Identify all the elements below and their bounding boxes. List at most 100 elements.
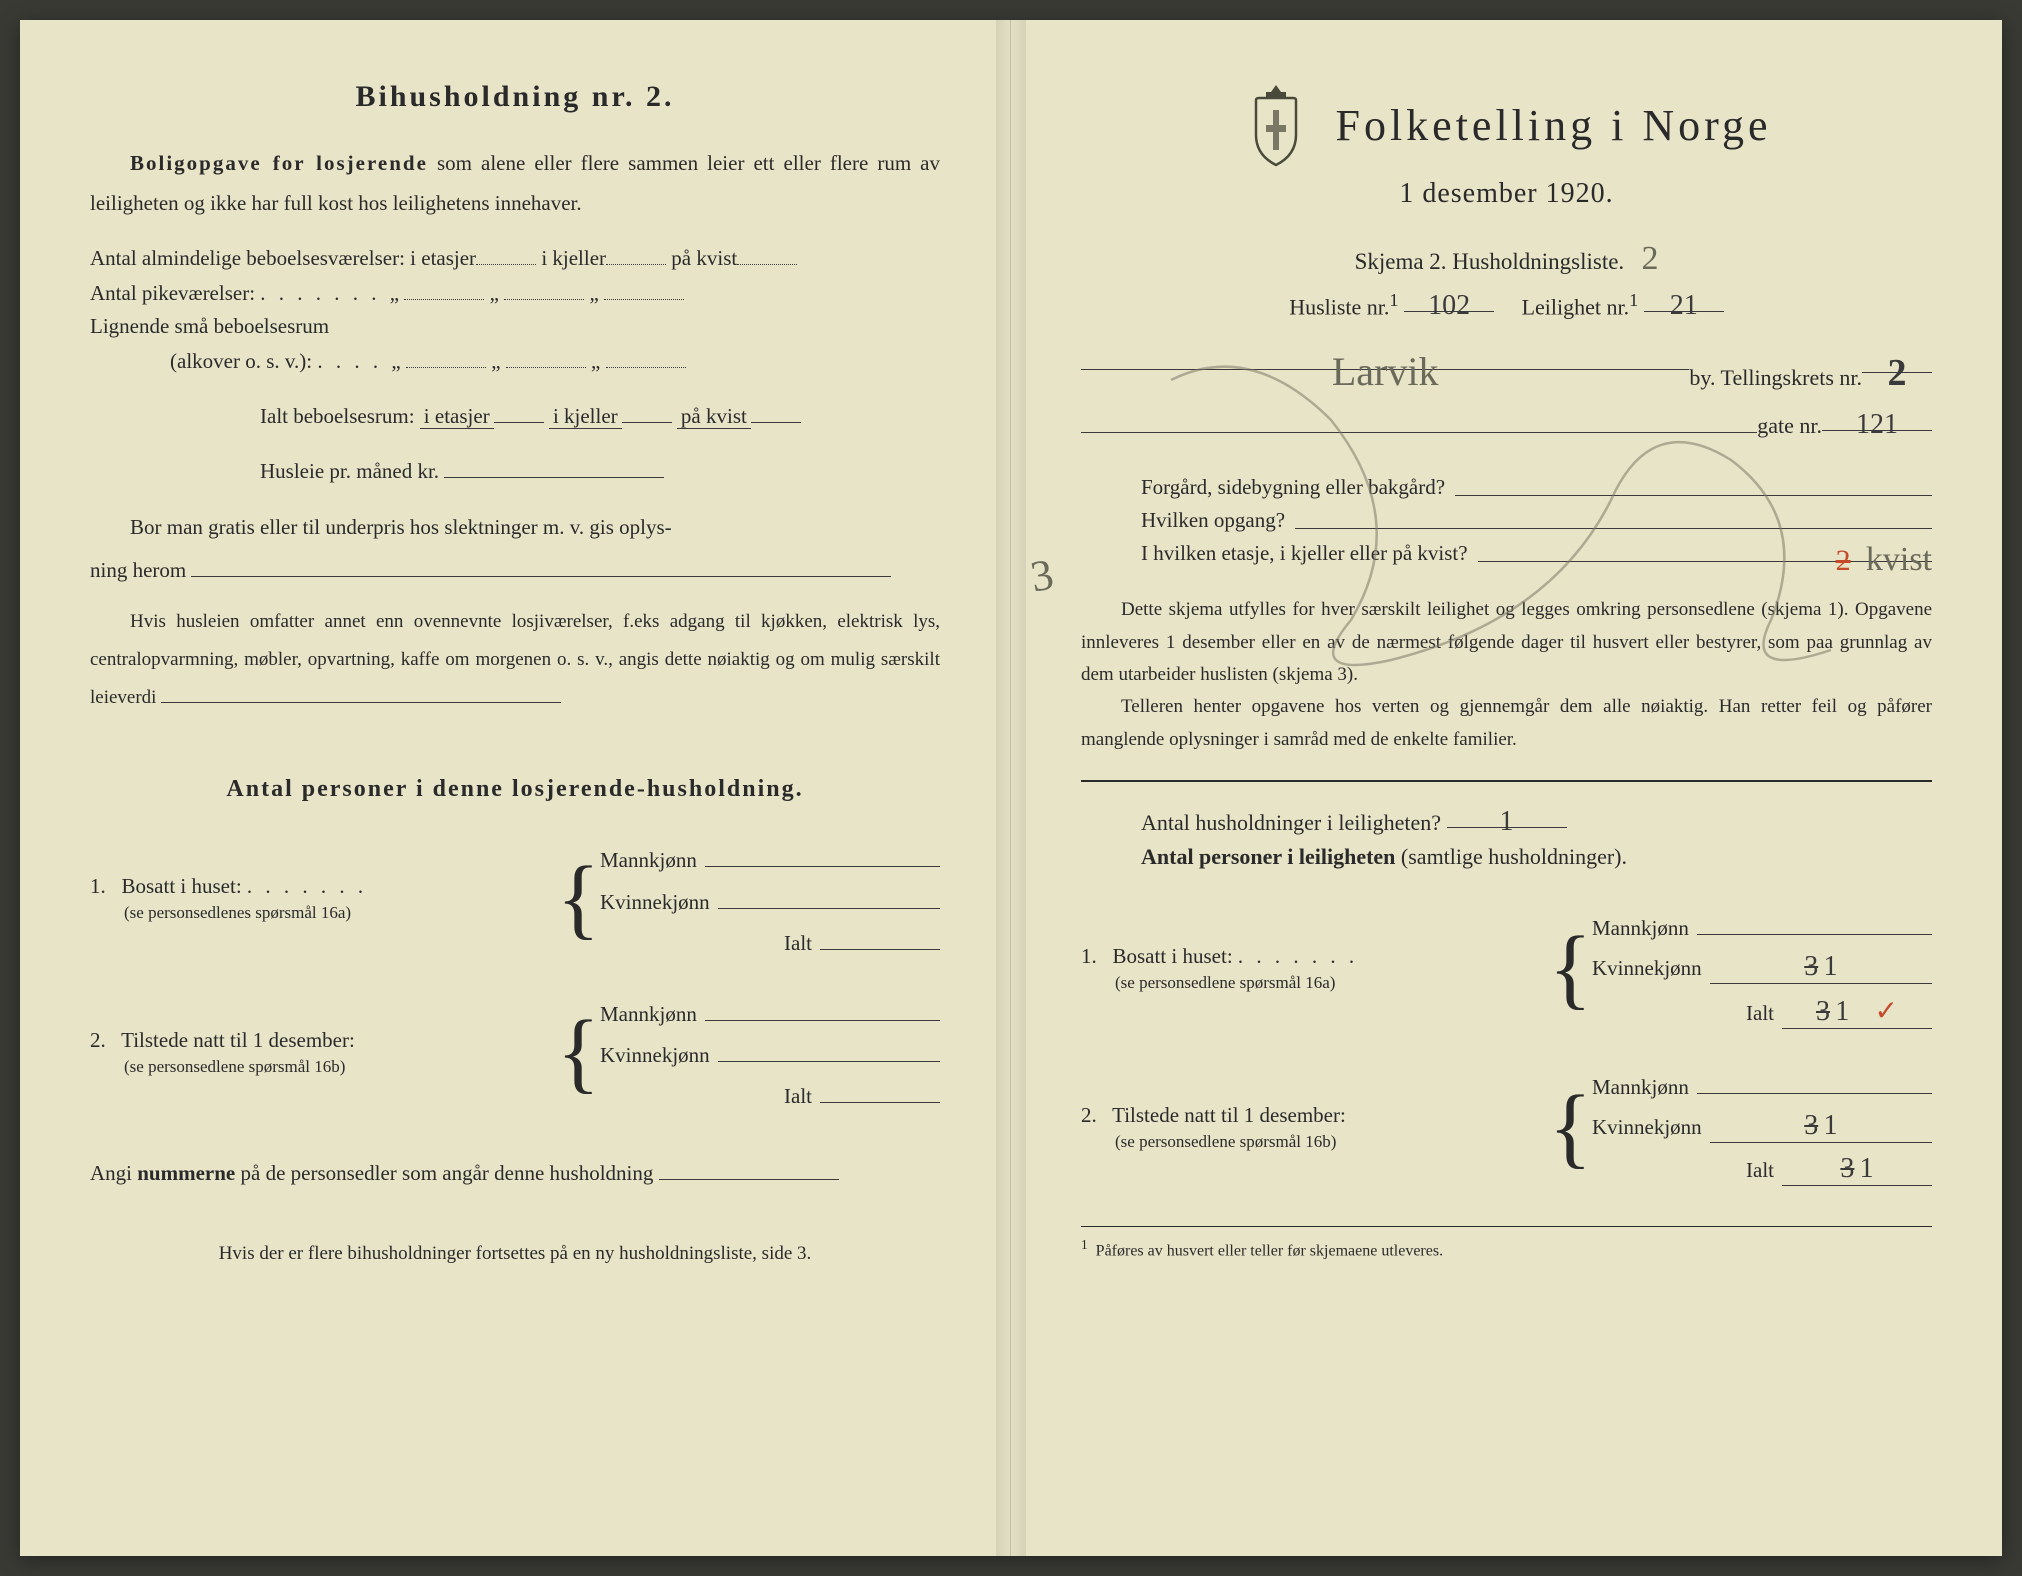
husliste-val: 102 (1404, 290, 1494, 312)
antal-hush-hw: 1 (1500, 806, 1514, 837)
l3-q3: „ (591, 349, 600, 373)
divider-rule (1081, 780, 1932, 782)
q2-row: Hvilken opgang? (1081, 508, 1932, 533)
by-line: Larvik by. Tellingskrets nr. 2 (1081, 348, 1932, 391)
fill-a2 (506, 347, 586, 368)
l1-kvist: på kvist (671, 246, 737, 270)
row-ialt-rooms: Ialt beboelsesrum: i etasjer i kjeller p… (90, 402, 940, 429)
footnote-block: 1 Påføres av husvert eller teller før sk… (1081, 1226, 1932, 1260)
rc2-num: 2. (1081, 1103, 1097, 1127)
q2-fill (1295, 508, 1932, 529)
lc2-num: 2. (90, 1028, 106, 1052)
krets-fill: 2 (1862, 351, 1932, 373)
fn-text: Påføres av husvert eller teller før skje… (1096, 1243, 1443, 1260)
rc1-mann-v (1697, 910, 1932, 935)
gate-line: gate nr. 121 (1081, 409, 1932, 439)
antal-hush-fill: 1 (1447, 806, 1567, 828)
gnr-hw: 121 (1856, 409, 1898, 440)
rc2-ialt-v: 3 1 (1782, 1153, 1932, 1186)
left-count-1: 1. Bosatt i huset: . . . . . . . (se per… (90, 832, 940, 966)
left-page: Bihusholdning nr. 2. Boligopgave for los… (20, 20, 1011, 1556)
antal-pers-label: Antal personer i leiligheten (1141, 844, 1395, 869)
rc1-kvinne: Kvinnekjønn (1592, 956, 1702, 981)
q2: Hvilken opgang? (1141, 508, 1285, 533)
l1-label: Antal almindelige beboelsesværelser: (90, 246, 405, 270)
sub-title: 1 desember 1920. (1081, 178, 1932, 210)
fill-ik (622, 402, 672, 423)
antal-pers-row: Antal personer i leiligheten (samtlige h… (1081, 844, 1932, 870)
header-block: Folketelling i Norge 1 desember 1920. (1081, 80, 1932, 210)
skjema-text: Skjema 2. Husholdningsliste. (1355, 249, 1625, 274)
lc1-kvinne-v (718, 883, 940, 908)
by-suffix: by. Tellingskrets nr. (1689, 365, 1862, 391)
lc2-ialt-v (820, 1078, 940, 1103)
rc1-ialt-strike: 3 (1816, 996, 1830, 1027)
by-fill: Larvik (1081, 348, 1689, 370)
rc1-right: Mannkjønn Kvinnekjønn 3 1 Ialt 3 1 ✓ (1592, 900, 1932, 1039)
margin-hw: 3 (1027, 548, 1058, 602)
lc1-kvinne: Kvinnekjønn (600, 890, 710, 915)
row-almindelige: Antal almindelige beboelsesværelser: i e… (90, 244, 940, 271)
fill-note (161, 684, 561, 703)
right-count-1: 1. Bosatt i huset: . . . . . . . (se per… (1081, 900, 1932, 1039)
husliste-line: Husliste nr.1 102 Leilighet nr.1 21 (1081, 290, 1932, 320)
crest-icon (1241, 80, 1311, 170)
angi-row: Angi nummerne på de personsedler som ang… (90, 1159, 940, 1186)
antal-pers-suffix: (samtlige husholdninger). (1395, 844, 1627, 869)
rc1-brace: { (1549, 951, 1592, 987)
q3-row: I hvilken etasje, i kjeller eller på kvi… (1081, 541, 1932, 566)
l1-kjeller: i kjeller (541, 246, 606, 270)
l2-q1: „ (390, 281, 399, 305)
skjema-line: Skjema 2. Husholdningsliste. 2 (1081, 240, 1932, 278)
rc2-mann: Mannkjønn (1592, 1075, 1689, 1100)
fill-etasjer-1 (476, 244, 536, 265)
left-count-2: 2. Tilstede natt til 1 desember: (se per… (90, 986, 940, 1120)
rc1-check: ✓ (1875, 996, 1898, 1027)
l2-dots: . . . . . . . (260, 281, 390, 305)
fill-p2 (504, 279, 584, 300)
census-document: Bihusholdning nr. 2. Boligopgave for los… (20, 20, 2002, 1556)
gratis-para: Bor man gratis eller til underpris hos s… (90, 508, 940, 548)
fill-husleie (444, 457, 664, 478)
rc1-kv-val: 1 (1823, 951, 1837, 982)
lc2-kvinne: Kvinnekjønn (600, 1043, 710, 1068)
rc2-label: Tilstede natt til 1 desember: (1112, 1103, 1346, 1127)
antal-hush-label: Antal husholdninger i leiligheten? (1141, 810, 1441, 835)
para1: Dette skjema utfylles for hver særskilt … (1081, 594, 1932, 691)
rc1-ialt-val: 1 (1835, 996, 1849, 1027)
q3-strike: 2 (1836, 544, 1851, 577)
rc1-left: 1. Bosatt i huset: . . . . . . . (se per… (1081, 944, 1549, 994)
gate-fill (1081, 411, 1757, 433)
rc2-ialt-val: 1 (1860, 1153, 1874, 1184)
ialt-etasjer: i etasjer (420, 404, 494, 429)
gate-suffix: gate nr. (1757, 413, 1822, 439)
leilighet-hw: 21 (1670, 290, 1698, 321)
lc2-mann-v (705, 996, 940, 1021)
side-hw: 2 (1641, 240, 1658, 277)
l3-label: Lignende små beboelsesrum (90, 314, 329, 338)
rc1-kvinne-v: 3 1 (1710, 951, 1932, 984)
q3-fill: 2 kvist (1478, 541, 1932, 562)
lc1-label: Bosatt i huset: (122, 874, 242, 898)
lc2-left: 2. Tilstede natt til 1 desember: (se per… (90, 1028, 557, 1078)
right-page: Folketelling i Norge 1 desember 1920. Sk… (1011, 20, 2002, 1556)
ialt-label: Ialt beboelsesrum: (260, 404, 415, 428)
gratis1: Bor man gratis eller til underpris hos s… (130, 515, 672, 539)
husleie-note: Hvis husleien omfatter annet enn ovennev… (90, 603, 940, 717)
ialt-kvist: på kvist (677, 404, 751, 429)
row-husleie: Husleie pr. måned kr. (90, 457, 940, 484)
l3-q1: „ (391, 349, 400, 373)
fill-p1 (404, 279, 484, 300)
rc1-kv-strike: 3 (1804, 951, 1818, 982)
rc1-note: (se personsedlene spørsmål 16a) (1081, 973, 1335, 992)
rc2-kvinne: Kvinnekjønn (1592, 1115, 1702, 1140)
rc2-mann-v (1697, 1069, 1932, 1094)
intro-paragraph: Boligopgave for losjerende som alene ell… (90, 144, 940, 224)
q3-hw: kvist (1866, 541, 1932, 578)
l3-q2: „ (491, 349, 500, 373)
leilighet-val: 21 (1644, 290, 1724, 312)
fill-angi (659, 1159, 839, 1180)
fill-a1 (406, 347, 486, 368)
rc2-brace: { (1549, 1110, 1592, 1146)
fn1b: 1 (1629, 290, 1638, 310)
